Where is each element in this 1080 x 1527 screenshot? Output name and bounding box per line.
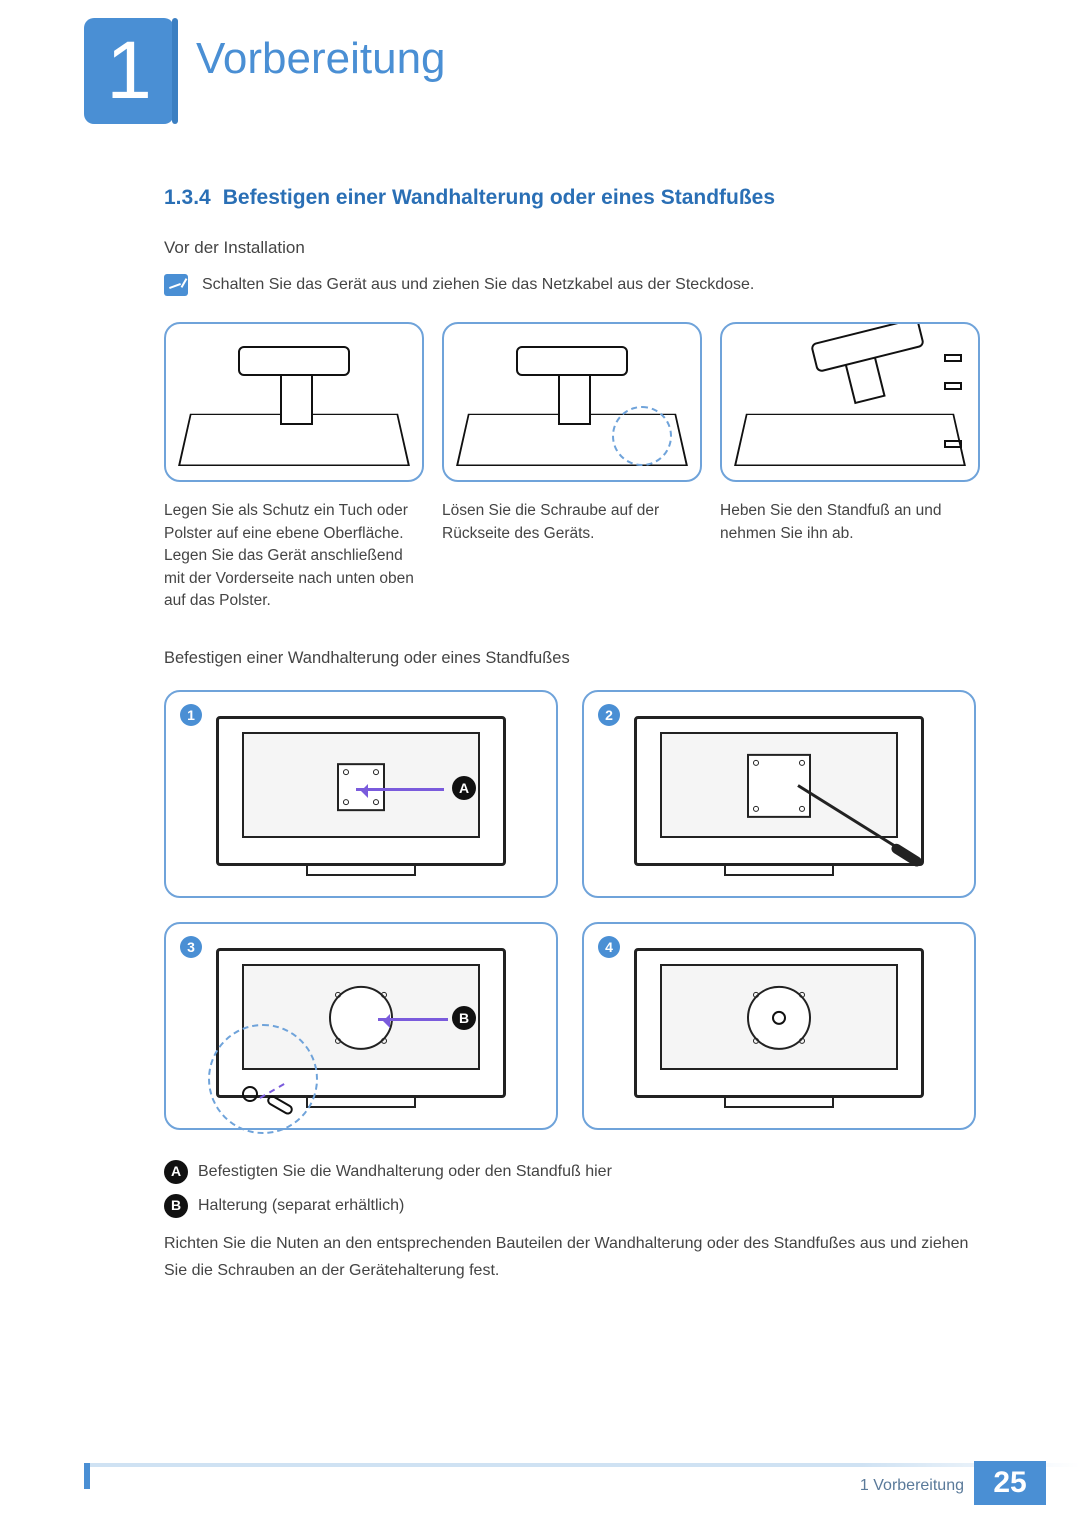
top-panel-1 xyxy=(164,322,424,482)
legend-text-b: Halterung (separat erhältlich) xyxy=(198,1194,404,1218)
top-panel-3 xyxy=(720,322,980,482)
top-panels-row xyxy=(164,322,984,482)
section-title: Befestigen einer Wandhalterung oder eine… xyxy=(223,186,775,209)
section-heading: 1.3.4 Befestigen einer Wandhalterung oder… xyxy=(164,186,984,210)
detail-circle-icon xyxy=(208,1024,318,1134)
mid-label: Befestigen einer Wandhalterung oder eine… xyxy=(164,649,984,668)
top-panel-2 xyxy=(442,322,702,482)
footer-label: 1 Vorbereitung xyxy=(860,1477,964,1495)
top-captions-row: Legen Sie als Schutz ein Tuch oder Polst… xyxy=(164,500,984,612)
legend-row-a: A Befestigten Sie die Wandhalterung oder… xyxy=(164,1160,984,1184)
monitor-illustration xyxy=(634,948,924,1098)
illustration-stand-1 xyxy=(178,338,410,466)
note-text: Schalten Sie das Gerät aus und ziehen Si… xyxy=(202,274,754,296)
step-badge: 2 xyxy=(598,704,620,726)
footer-line xyxy=(84,1463,1080,1467)
caption-1: Legen Sie als Schutz ein Tuch oder Polst… xyxy=(164,500,424,612)
arrow-icon xyxy=(378,1018,448,1021)
monitor-illustration xyxy=(634,716,924,866)
step-panel-2: 2 xyxy=(582,690,976,898)
arrow-icon xyxy=(356,788,444,791)
page-number: 25 xyxy=(974,1461,1046,1505)
caption-3: Heben Sie den Standfuß an und nehmen Sie… xyxy=(720,500,980,612)
section-number: 1.3.4 xyxy=(164,186,211,209)
chapter-badge: 1 xyxy=(84,18,174,124)
chapter-number: 1 xyxy=(106,24,152,118)
letter-badge-b: B xyxy=(164,1194,188,1218)
page-content: 1.3.4 Befestigen einer Wandhalterung oder… xyxy=(164,186,984,1284)
note-icon xyxy=(164,274,188,296)
page-footer: 1 Vorbereitung 25 xyxy=(0,1463,1080,1507)
steps-grid: 1 A 2 3 B xyxy=(164,690,984,1130)
screw-hole-icon xyxy=(242,1086,258,1102)
pre-install-label: Vor der Installation xyxy=(164,238,984,258)
caption-2: Lösen Sie die Schraube auf der Rückseite… xyxy=(442,500,702,612)
step-badge: 4 xyxy=(598,936,620,958)
illustration-stand-3 xyxy=(734,338,966,466)
letter-badge-a: A xyxy=(452,776,476,800)
footer-accent xyxy=(84,1463,90,1489)
arrow-icon xyxy=(944,382,962,390)
legend: A Befestigten Sie die Wandhalterung oder… xyxy=(164,1160,984,1218)
chapter-title: Vorbereitung xyxy=(196,34,446,84)
note-row: Schalten Sie das Gerät aus und ziehen Si… xyxy=(164,274,984,296)
detail-circle-icon xyxy=(612,406,672,466)
letter-badge-b: B xyxy=(452,1006,476,1030)
step-panel-3: 3 B xyxy=(164,922,558,1130)
legend-row-b: B Halterung (separat erhältlich) xyxy=(164,1194,984,1218)
paragraph: Richten Sie die Nuten an den entsprechen… xyxy=(164,1230,984,1284)
step-panel-4: 4 xyxy=(582,922,976,1130)
step-panel-1: 1 A xyxy=(164,690,558,898)
arrow-icon xyxy=(944,440,962,448)
legend-text-a: Befestigten Sie die Wandhalterung oder d… xyxy=(198,1160,612,1184)
page-header: 1 Vorbereitung xyxy=(0,0,1080,140)
step-badge: 1 xyxy=(180,704,202,726)
step-badge: 3 xyxy=(180,936,202,958)
letter-badge-a: A xyxy=(164,1160,188,1184)
arrow-icon xyxy=(944,354,962,362)
